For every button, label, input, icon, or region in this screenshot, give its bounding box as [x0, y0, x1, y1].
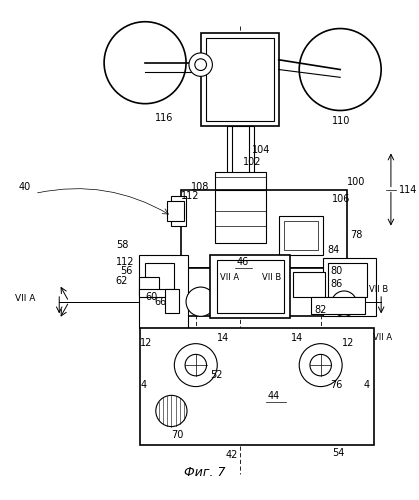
Text: 86: 86	[331, 279, 343, 289]
Bar	[323, 258, 376, 316]
Circle shape	[331, 291, 357, 316]
Text: VII A: VII A	[16, 294, 36, 304]
Bar	[206, 38, 274, 121]
Bar	[232, 126, 249, 175]
Bar	[166, 201, 184, 220]
Text: 82: 82	[315, 306, 327, 316]
Text: 14: 14	[217, 333, 230, 343]
Text: 114: 114	[399, 184, 417, 194]
Text: 14: 14	[291, 333, 304, 343]
Bar	[181, 190, 347, 268]
Bar	[215, 190, 266, 243]
Bar	[217, 260, 284, 314]
Circle shape	[195, 59, 207, 70]
Text: VII A: VII A	[220, 273, 239, 282]
Text: 12: 12	[342, 338, 354, 347]
Circle shape	[104, 22, 186, 103]
Text: 44: 44	[268, 392, 280, 402]
Text: VII B: VII B	[262, 273, 282, 282]
Text: 110: 110	[332, 116, 351, 126]
Bar	[215, 172, 266, 190]
Text: 4: 4	[364, 380, 370, 390]
Bar	[284, 220, 318, 250]
Text: 108: 108	[191, 182, 210, 192]
Text: 78: 78	[350, 230, 362, 240]
Text: VII B: VII B	[370, 284, 389, 294]
Text: 100: 100	[347, 176, 365, 186]
Text: 42: 42	[225, 450, 238, 460]
Bar	[328, 262, 367, 297]
Text: 56: 56	[120, 266, 132, 276]
Bar	[311, 297, 365, 314]
Text: 106: 106	[332, 194, 351, 204]
Text: 40: 40	[18, 182, 31, 192]
Bar	[139, 278, 159, 295]
Text: 102: 102	[243, 157, 261, 167]
Text: 70: 70	[171, 430, 184, 440]
Text: 46: 46	[236, 256, 249, 266]
Text: 54: 54	[332, 448, 345, 458]
Bar	[227, 126, 254, 175]
Bar	[201, 34, 279, 126]
Bar	[171, 196, 186, 226]
Bar	[139, 255, 188, 328]
Text: 112: 112	[181, 192, 200, 202]
Text: 104: 104	[252, 146, 271, 156]
Text: 80: 80	[331, 266, 343, 276]
Circle shape	[186, 287, 215, 316]
Bar	[145, 262, 174, 292]
Bar	[140, 328, 374, 445]
Circle shape	[338, 298, 350, 310]
Text: 52: 52	[210, 370, 223, 380]
Bar	[165, 289, 179, 314]
Text: 12: 12	[140, 338, 153, 347]
Circle shape	[310, 354, 331, 376]
Text: 112: 112	[116, 256, 134, 266]
Text: 4: 4	[140, 380, 146, 390]
Text: 116: 116	[155, 114, 173, 124]
Text: 84: 84	[328, 245, 340, 255]
Text: Фиг. 7: Фиг. 7	[184, 466, 225, 479]
Bar	[139, 289, 174, 297]
Circle shape	[299, 28, 381, 110]
Text: VII A: VII A	[373, 334, 393, 342]
Circle shape	[185, 354, 207, 376]
Bar	[279, 216, 323, 255]
Circle shape	[174, 344, 217, 386]
Circle shape	[299, 344, 342, 386]
Circle shape	[156, 396, 187, 426]
Bar	[210, 255, 290, 318]
Text: 58: 58	[116, 240, 128, 250]
Circle shape	[189, 53, 212, 76]
Text: 66: 66	[155, 296, 167, 306]
Text: 62: 62	[116, 276, 128, 286]
Text: 60: 60	[145, 292, 157, 302]
Bar	[174, 268, 365, 316]
Text: 76: 76	[331, 380, 343, 390]
Bar	[293, 272, 325, 297]
